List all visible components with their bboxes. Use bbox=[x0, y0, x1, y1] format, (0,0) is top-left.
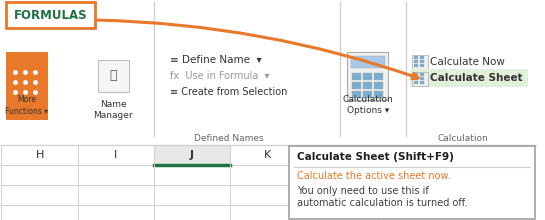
Bar bbox=[374, 73, 383, 80]
Text: H: H bbox=[35, 150, 44, 160]
Bar bbox=[374, 82, 383, 89]
Bar bbox=[1, 0, 537, 145]
Bar bbox=[352, 82, 361, 89]
Bar bbox=[414, 77, 418, 80]
Text: Calculation
Options ▾: Calculation Options ▾ bbox=[342, 95, 393, 115]
Text: ≡ Create from Selection: ≡ Create from Selection bbox=[171, 87, 288, 97]
Bar bbox=[420, 56, 424, 59]
Text: J: J bbox=[190, 150, 194, 160]
Text: FORMULAS: FORMULAS bbox=[14, 9, 87, 22]
Bar bbox=[98, 60, 129, 92]
Bar bbox=[420, 77, 424, 80]
Text: Calculation: Calculation bbox=[438, 134, 488, 143]
Bar bbox=[347, 52, 389, 100]
Bar bbox=[351, 56, 385, 68]
Bar bbox=[414, 56, 418, 59]
Text: Calculate Sheet (Shift+F9): Calculate Sheet (Shift+F9) bbox=[297, 152, 454, 162]
Text: Defined Names: Defined Names bbox=[195, 134, 264, 143]
Text: You only need to use this if: You only need to use this if bbox=[297, 186, 429, 196]
Bar bbox=[420, 73, 424, 76]
Bar bbox=[374, 91, 383, 98]
Text: More
Functions ▾: More Functions ▾ bbox=[5, 95, 49, 116]
Bar bbox=[352, 73, 361, 80]
Text: Calculate Now: Calculate Now bbox=[430, 57, 505, 67]
Bar bbox=[6, 52, 47, 120]
Text: automatic calculation is turned off.: automatic calculation is turned off. bbox=[297, 198, 468, 208]
Bar bbox=[352, 91, 361, 98]
Text: Calculate the active sheet now.: Calculate the active sheet now. bbox=[297, 171, 451, 181]
Bar bbox=[410, 69, 528, 87]
Bar bbox=[414, 81, 418, 84]
FancyBboxPatch shape bbox=[6, 2, 95, 28]
Bar bbox=[420, 64, 424, 67]
Bar bbox=[412, 55, 428, 69]
Text: I: I bbox=[114, 150, 117, 160]
Bar bbox=[414, 73, 418, 76]
Text: ≡ Define Name  ▾: ≡ Define Name ▾ bbox=[171, 55, 262, 65]
Text: fx  Use in Formula  ▾: fx Use in Formula ▾ bbox=[171, 71, 270, 81]
Bar bbox=[420, 81, 424, 84]
Text: Name
Manager: Name Manager bbox=[94, 100, 133, 120]
Bar bbox=[154, 145, 231, 165]
Text: Q: Q bbox=[340, 150, 349, 160]
Bar bbox=[363, 82, 372, 89]
FancyBboxPatch shape bbox=[412, 72, 428, 86]
Text: Calculate Sheet: Calculate Sheet bbox=[430, 73, 522, 83]
Bar bbox=[363, 91, 372, 98]
Bar bbox=[363, 73, 372, 80]
Text: 📋: 📋 bbox=[110, 68, 117, 81]
Text: K: K bbox=[264, 150, 271, 160]
Bar bbox=[414, 64, 418, 67]
FancyBboxPatch shape bbox=[289, 146, 535, 219]
Bar bbox=[414, 60, 418, 63]
Bar bbox=[420, 60, 424, 63]
